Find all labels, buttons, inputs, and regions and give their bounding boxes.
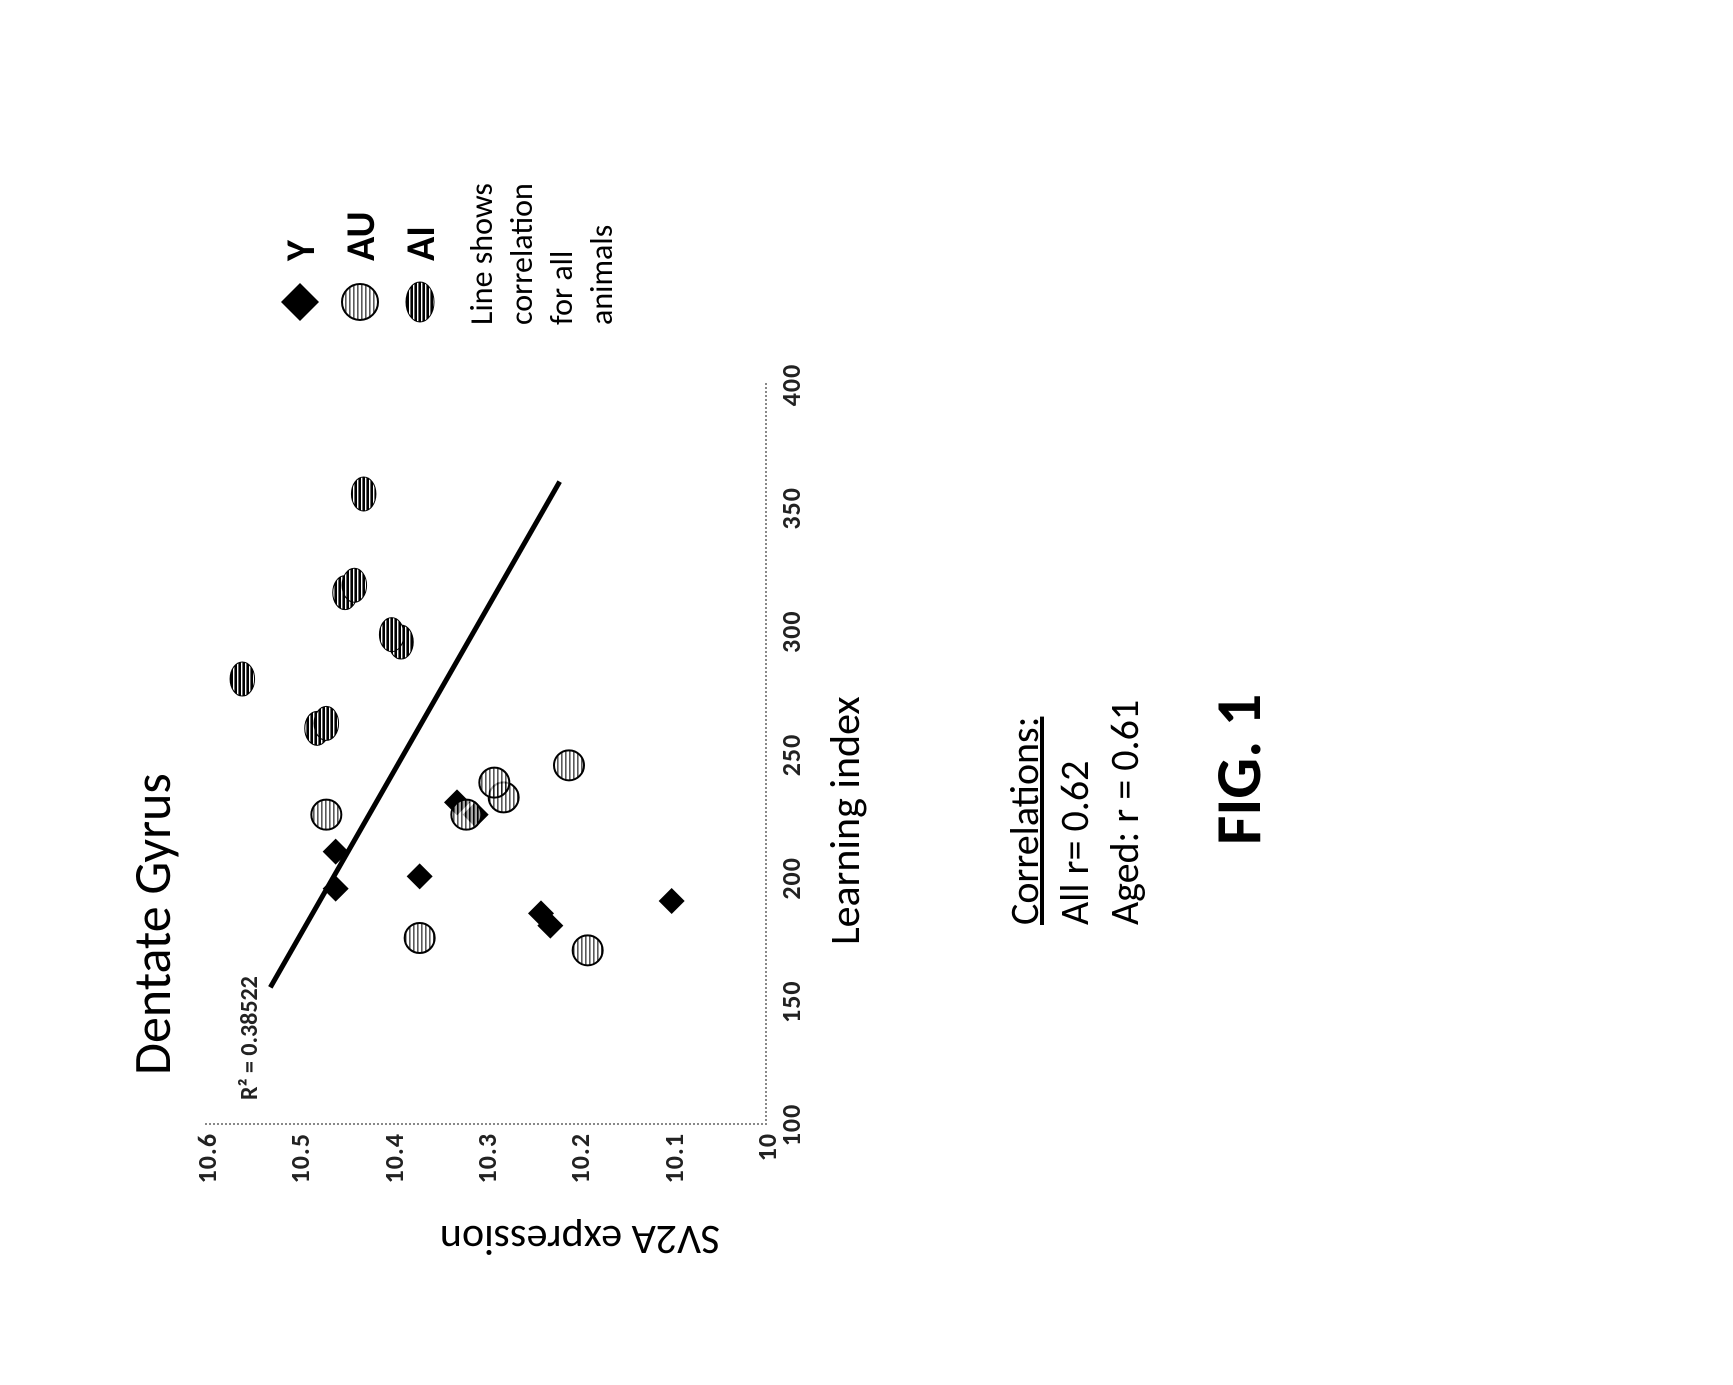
correlations-heading: Correlations:	[1000, 700, 1050, 925]
x-tick-label: 250	[775, 725, 807, 785]
legend-label-AI: AI	[396, 226, 445, 261]
y-tick-label: 10.3	[471, 1133, 503, 1203]
legend-marker-Y	[277, 279, 323, 325]
legend-note: Line shows correlation for all animals	[462, 183, 622, 325]
legend-note-line1: Line shows	[462, 183, 501, 325]
y-axis-label: SV2A expression	[440, 1214, 720, 1265]
marker-AU	[405, 923, 435, 953]
marker-AI	[314, 706, 338, 740]
y-tick-label: 10.5	[284, 1133, 316, 1203]
marker-AI	[351, 477, 375, 511]
legend-label-Y: Y	[276, 240, 325, 261]
correlations-line-all: All r= 0.62	[1050, 700, 1100, 925]
y-tick-label: 10.1	[658, 1133, 690, 1203]
figure-rotated-container: Dentate Gyrus SV2A expression	[0, 0, 1733, 1385]
legend-marker-AI	[397, 279, 443, 325]
marker-AU	[479, 768, 509, 798]
legend-label-AU: AU	[336, 211, 385, 261]
legend-row-Y: Y	[270, 183, 330, 325]
y-tick-label: 10.2	[564, 1133, 596, 1203]
marker-AU	[573, 935, 603, 965]
x-tick-label: 400	[775, 355, 807, 415]
marker-AU	[554, 750, 584, 780]
marker-Y	[407, 863, 433, 889]
y-tick-label: 10.4	[378, 1133, 410, 1203]
legend-note-line4: animals	[582, 225, 621, 325]
x-tick-label: 300	[775, 602, 807, 662]
legend: Y AU AI Line shows correlation for all a…	[270, 183, 622, 325]
correlations-line-aged: Aged: r = 0.61	[1100, 700, 1150, 925]
x-axis-label: Learning index	[820, 696, 871, 945]
r2-annotation: R² = 0.38522	[235, 976, 264, 1100]
marker-AI	[230, 662, 254, 696]
legend-note-line3: for all	[542, 251, 581, 325]
x-tick-label: 150	[775, 972, 807, 1032]
legend-row-AI: AI	[390, 183, 450, 325]
y-tick-label: 10.6	[191, 1133, 223, 1203]
marker-AI	[342, 568, 366, 602]
y-tick-label: 10	[751, 1133, 783, 1203]
figure-label: FIG. 1	[1200, 694, 1278, 845]
chart-title: Dentate Gyrus	[120, 773, 184, 1075]
legend-row-AU: AU	[330, 183, 390, 325]
marker-Y	[659, 888, 685, 914]
marker-AU	[451, 800, 481, 830]
marker-AU	[311, 800, 341, 830]
x-tick-label: 200	[775, 848, 807, 908]
plot-area	[205, 383, 767, 1125]
legend-note-line2: correlation	[502, 183, 541, 325]
marker-AI	[379, 618, 403, 652]
legend-marker-AU	[337, 279, 383, 325]
x-tick-label: 350	[775, 478, 807, 538]
correlations-block: Correlations: All r= 0.62 Aged: r = 0.61	[1000, 700, 1150, 925]
plot-svg	[205, 383, 765, 1123]
